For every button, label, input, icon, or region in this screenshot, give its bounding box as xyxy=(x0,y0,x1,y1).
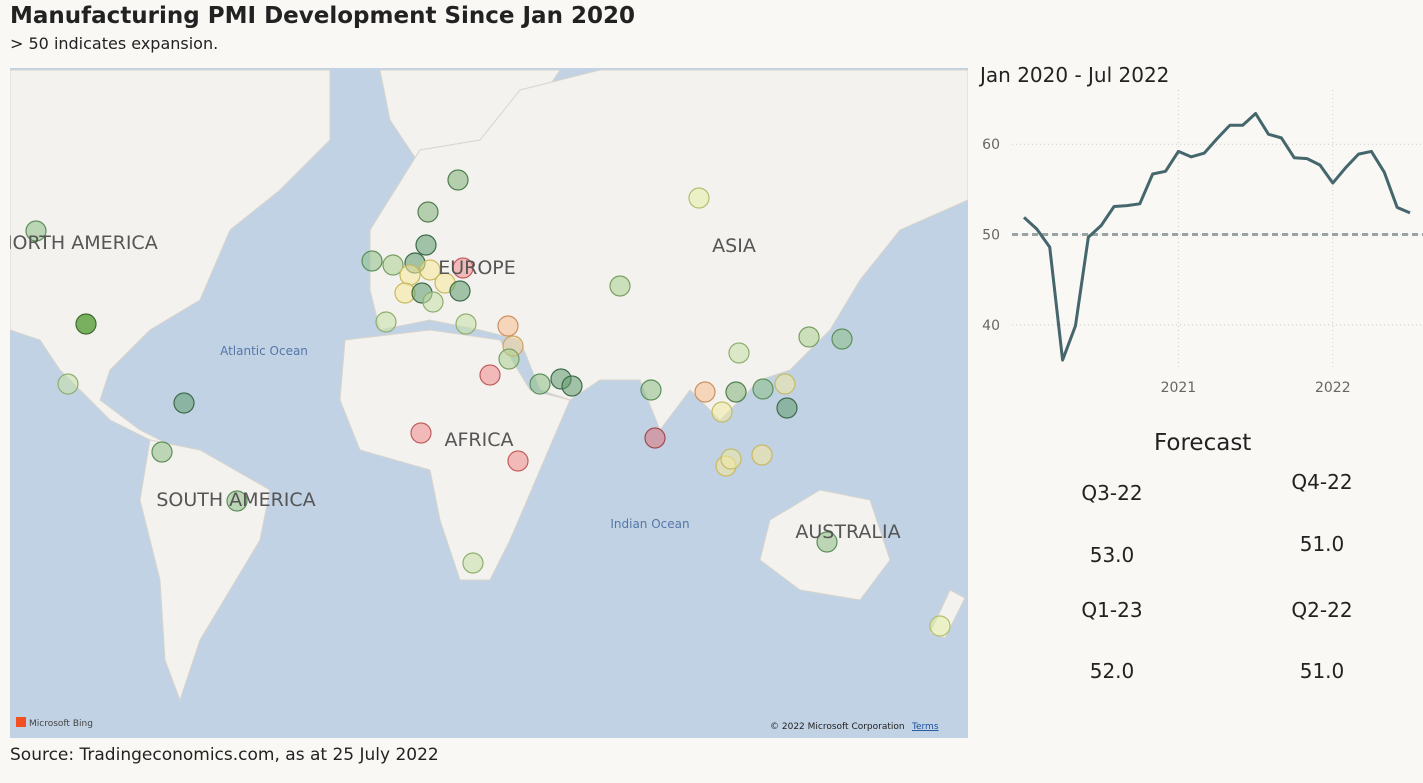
line-chart: Jan 2020 - Jul 2022 40 50 60 2021 2022 xyxy=(978,63,1423,396)
bubble xyxy=(151,441,173,463)
bubble xyxy=(399,264,421,286)
continent-label: ASIA xyxy=(712,235,756,257)
bubble xyxy=(173,392,195,414)
title: Manufacturing PMI Development Since Jan … xyxy=(10,3,635,29)
forecast-value: 53.0 xyxy=(1089,543,1135,567)
bubble xyxy=(498,348,520,370)
bubble xyxy=(455,313,477,335)
continent-label: SOUTH AMERICA xyxy=(156,489,315,511)
forecast-label: Q2-22 xyxy=(1291,598,1353,622)
line-series xyxy=(1022,111,1411,362)
bubble xyxy=(728,342,750,364)
ocean-label: Atlantic Ocean xyxy=(220,344,308,358)
bubble xyxy=(694,381,716,403)
bubble xyxy=(226,490,248,512)
bubble xyxy=(417,201,439,223)
bubble xyxy=(452,257,474,279)
forecast-label: Q1-23 xyxy=(1081,598,1143,622)
bubble xyxy=(751,444,773,466)
y-tick-label: 60 xyxy=(982,137,1000,153)
attribution: Microsoft Bing xyxy=(29,719,93,729)
bubble xyxy=(422,291,444,313)
bubble xyxy=(929,615,951,637)
bubble xyxy=(720,448,742,470)
source: Source: Tradingeconomics.com, as at 25 J… xyxy=(10,745,439,765)
x-tick-label: 2022 xyxy=(1315,380,1351,396)
bubble xyxy=(609,275,631,297)
bubble xyxy=(479,364,501,386)
y-tick-label: 40 xyxy=(982,318,1000,334)
bubble xyxy=(415,234,437,256)
terms-link[interactable]: Terms xyxy=(911,722,939,732)
bubble xyxy=(644,427,666,449)
bubble xyxy=(419,259,441,281)
bubble xyxy=(831,328,853,350)
bubble xyxy=(798,326,820,348)
bubble xyxy=(752,378,774,400)
bubble xyxy=(688,187,710,209)
bubble xyxy=(382,254,404,276)
copyright: © 2022 Microsoft Corporation xyxy=(770,722,905,732)
bubble xyxy=(375,311,397,333)
x-tick-label: 2021 xyxy=(1161,380,1197,396)
forecast-value: 51.0 xyxy=(1299,532,1345,556)
bubble xyxy=(361,250,383,272)
bing-logo xyxy=(16,717,26,727)
forecast-title: Forecast xyxy=(1154,430,1252,456)
map: NORTH AMERICA SOUTH AMERICA EUROPE AFRIC… xyxy=(10,68,968,738)
subtitle: > 50 indicates expansion. xyxy=(10,34,219,53)
bubble xyxy=(711,401,733,423)
bubble xyxy=(75,313,97,335)
bubble xyxy=(774,373,796,395)
continent-label: AFRICA xyxy=(445,429,514,451)
chart-subtitle: Jan 2020 - Jul 2022 xyxy=(978,63,1169,87)
continent-label: EUROPE xyxy=(438,257,516,279)
bubble xyxy=(25,220,47,242)
continent-label: NORTH AMERICA xyxy=(10,232,158,254)
forecast-label: Q3-22 xyxy=(1081,481,1143,505)
bubble xyxy=(447,169,469,191)
bubble xyxy=(410,422,432,444)
ocean-label: Indian Ocean xyxy=(610,517,689,531)
forecast-label: Q4-22 xyxy=(1291,470,1353,494)
continent-label: AUSTRALIA xyxy=(795,521,900,543)
country-bubbles xyxy=(25,169,951,637)
bubble xyxy=(462,552,484,574)
bubble xyxy=(640,379,662,401)
bubble xyxy=(561,375,583,397)
bubble xyxy=(449,280,471,302)
forecast-value: 51.0 xyxy=(1299,659,1345,683)
bubble xyxy=(776,397,798,419)
y-tick-label: 50 xyxy=(982,228,1000,244)
continent-labels: NORTH AMERICA SOUTH AMERICA EUROPE AFRIC… xyxy=(10,232,901,543)
bubble xyxy=(57,373,79,395)
bubble xyxy=(529,373,551,395)
bubble xyxy=(507,450,529,472)
forecast-value: 52.0 xyxy=(1089,659,1135,683)
bubble xyxy=(725,381,747,403)
bubble xyxy=(497,315,519,337)
bubble xyxy=(816,531,838,553)
